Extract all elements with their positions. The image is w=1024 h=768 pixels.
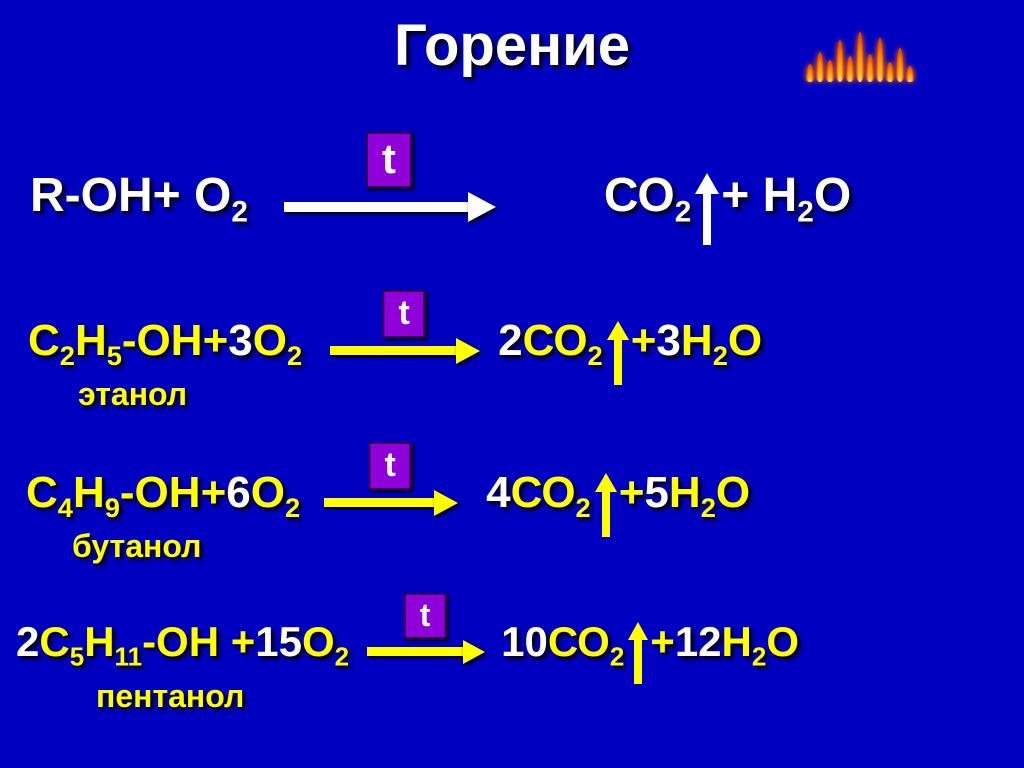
gas-up-arrow	[595, 473, 617, 537]
formula-fragment: 2	[701, 468, 716, 518]
formula-fragment: 2	[713, 316, 728, 366]
formula-fragment: 2	[335, 618, 349, 666]
formula-fragment: 12	[675, 618, 722, 666]
formula-fragment: 2	[285, 468, 300, 518]
gas-up-arrow	[695, 173, 719, 245]
formula-fragment: О	[716, 468, 750, 518]
formula-fragment: 2	[576, 468, 591, 518]
formula-fragment: R-ОН	[30, 168, 153, 223]
formula-fragment: Н	[681, 316, 713, 366]
formula-fragment: 15	[255, 618, 302, 666]
formula-fragment: О	[302, 618, 335, 666]
formula-fragment: 3	[656, 316, 680, 366]
formula-fragment: -ОН	[122, 316, 203, 366]
gas-up-arrow	[607, 321, 629, 385]
formula-fragment: Н	[84, 618, 114, 666]
formula-fragment: СО	[548, 618, 610, 666]
formula-fragment: О	[766, 618, 799, 666]
formula-fragment: 5	[107, 316, 122, 366]
formula-fragment: +	[631, 316, 657, 366]
reaction-arrow: t	[284, 202, 494, 212]
formula-fragment: 2	[60, 316, 75, 366]
formula-fragment: СО	[511, 468, 576, 518]
reaction-arrow: t	[330, 346, 478, 355]
gas-up-arrow	[628, 622, 648, 684]
substance-name-ethanol: этанол	[78, 376, 187, 413]
formula-fragment: 2	[287, 316, 302, 366]
condition-label: t	[404, 593, 447, 639]
formula-fragment: + О	[153, 168, 232, 223]
formula-fragment: С	[26, 468, 58, 518]
formula-fragment: 2	[675, 168, 692, 223]
formula-fragment: О	[253, 316, 287, 366]
formula-fragment: 5	[70, 618, 84, 666]
formula-fragment: +	[650, 618, 675, 666]
formula-fragment: С	[39, 618, 69, 666]
formula-fragment: 4	[486, 468, 510, 518]
formula-fragment: 2	[498, 316, 522, 366]
formula-fragment: -ОН	[120, 468, 201, 518]
substance-name-butanol: бутанол	[72, 528, 201, 565]
formula-fragment: Н	[722, 618, 752, 666]
formula-fragment: Н	[669, 468, 701, 518]
formula-fragment: 6	[226, 468, 250, 518]
equation-pentanol: 2С5Н11-ОН + 15 О2t10 СО2+ 12Н2О	[16, 618, 799, 681]
condition-label: t	[382, 290, 425, 338]
substance-name-pentanol: пентанол	[96, 678, 244, 715]
formula-fragment: СО	[604, 168, 675, 223]
formula-fragment: 2	[16, 618, 39, 666]
formula-fragment: 10	[501, 618, 548, 666]
formula-fragment: О	[728, 316, 762, 366]
formula-fragment: 9	[105, 468, 120, 518]
formula-fragment: 2	[797, 168, 814, 223]
formula-fragment: 4	[58, 468, 73, 518]
reaction-arrow: t	[324, 498, 456, 507]
equation-ethanol: С2Н5-ОН +3О2t2СО2+ 3Н2О	[28, 316, 762, 381]
formula-fragment: 3	[228, 316, 252, 366]
formula-fragment: 2	[588, 316, 603, 366]
reaction-arrow: t	[367, 647, 483, 656]
formula-fragment: 2	[231, 168, 248, 223]
formula-fragment: 5	[644, 468, 668, 518]
condition-label: t	[368, 442, 411, 490]
formula-fragment: С	[28, 316, 60, 366]
formula-fragment: О	[251, 468, 285, 518]
formula-fragment: О	[814, 168, 851, 223]
equation-generic: R-ОН + О2tСО2 + Н2О	[30, 168, 851, 241]
formula-fragment: + Н	[721, 168, 797, 223]
formula-fragment: +	[201, 468, 227, 518]
formula-fragment: 2	[752, 618, 766, 666]
formula-fragment: +	[619, 468, 645, 518]
formula-fragment: Н	[73, 468, 105, 518]
formula-fragment: 11	[115, 618, 143, 666]
condition-label: t	[366, 132, 412, 188]
formula-fragment: +	[203, 316, 229, 366]
formula-fragment: СО	[523, 316, 588, 366]
formula-fragment: -ОН +	[142, 618, 255, 666]
fire-icon	[805, 22, 915, 82]
formula-fragment: Н	[75, 316, 107, 366]
equation-butanol: С4Н9-ОН + 6О2t4СО2 + 5Н2О	[26, 468, 750, 533]
formula-fragment: 2	[610, 618, 624, 666]
